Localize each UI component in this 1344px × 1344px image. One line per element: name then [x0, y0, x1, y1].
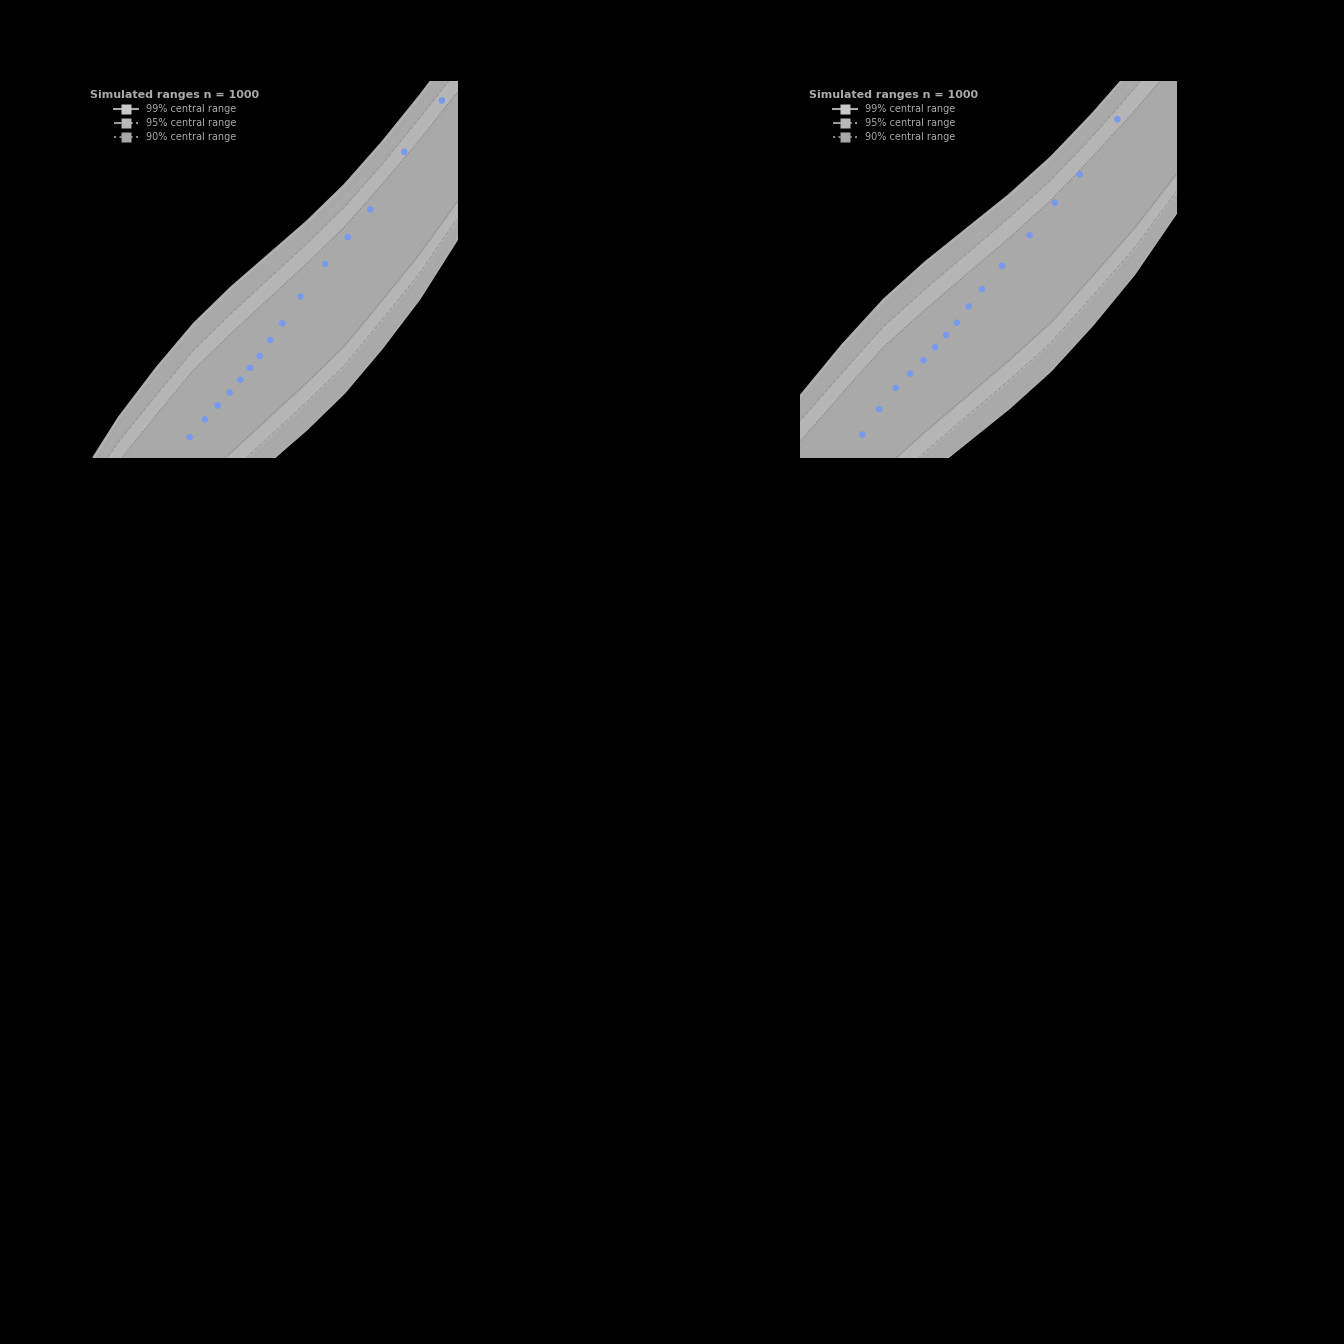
Point: [259, 329, 281, 351]
Point: [194, 409, 215, 430]
Point: [314, 253, 336, 274]
Point: [431, 90, 453, 112]
Point: [1106, 109, 1128, 130]
Point: [992, 255, 1013, 277]
Point: [1019, 224, 1040, 246]
Point: [913, 349, 934, 371]
Point: [145, 485, 167, 507]
Point: [1149, 59, 1171, 81]
Point: [207, 395, 228, 417]
Point: [899, 363, 921, 384]
Point: [946, 312, 968, 333]
Legend: 99% central range, 95% central range, 90% central range: 99% central range, 95% central range, 90…: [805, 86, 984, 146]
Legend: 99% central range, 95% central range, 90% central range: 99% central range, 95% central range, 90…: [86, 86, 265, 146]
Point: [118, 531, 140, 552]
Point: [852, 423, 874, 445]
Point: [164, 452, 185, 473]
Point: [230, 370, 251, 391]
Point: [239, 358, 261, 379]
Point: [958, 296, 980, 317]
Point: [219, 382, 241, 403]
Point: [394, 141, 415, 163]
Point: [249, 345, 270, 367]
Point: [179, 426, 200, 448]
Point: [886, 378, 907, 399]
Point: [868, 398, 890, 419]
Point: [360, 199, 382, 220]
Point: [1044, 192, 1066, 214]
Point: [337, 226, 359, 247]
Point: [831, 458, 852, 480]
Point: [271, 313, 293, 335]
Point: [290, 286, 312, 308]
Point: [1068, 164, 1090, 185]
Point: [78, 595, 99, 617]
Point: [972, 278, 993, 300]
Point: [801, 505, 823, 527]
Point: [925, 336, 946, 358]
Point: [935, 324, 957, 345]
